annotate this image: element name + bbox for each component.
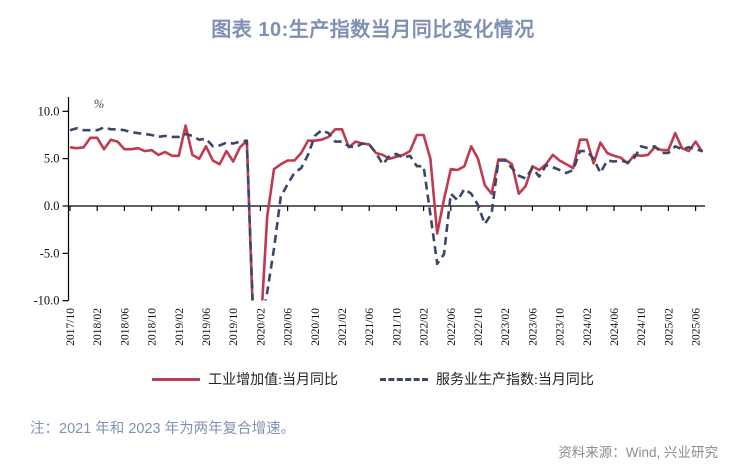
x-axis-tick-label: 2025/06 xyxy=(691,308,703,346)
x-axis-tick-label: 2018/10 xyxy=(147,308,159,346)
x-axis-tick-label: 2018/02 xyxy=(92,308,104,346)
x-axis-tick-label: 2024/06 xyxy=(609,308,621,346)
x-axis-tick-label: 2020/02 xyxy=(255,308,267,346)
legend-services-label: 服务业生产指数:当月同比 xyxy=(436,373,594,388)
services-line-swatch xyxy=(380,377,428,381)
industrial-line-swatch xyxy=(152,377,201,381)
chart-title: 图表 10:生产指数当月同比变化情况 xyxy=(211,19,535,41)
y-axis-unit-label: % xyxy=(94,97,104,111)
x-axis-tick-label: 2022/10 xyxy=(473,308,485,346)
footnote: 注：2021 年和 2023 年为两年复合增速。 xyxy=(30,421,296,437)
legend-item-services: 服务业生产指数:当月同比 xyxy=(380,369,594,389)
y-axis-tick-label: 10.0 xyxy=(38,104,60,118)
x-axis-tick-label: 2023/02 xyxy=(500,308,512,346)
source-text: 资料来源：Wind, 兴业研究 xyxy=(558,445,718,460)
x-axis-tick-label: 2018/06 xyxy=(119,308,131,346)
x-axis-tick-label: 2020/10 xyxy=(310,308,322,346)
x-axis-tick-label: 2025/02 xyxy=(663,308,675,346)
legend-industrial-label: 工业增加值:当月同比 xyxy=(208,373,338,388)
x-axis-tick-label: 2020/06 xyxy=(283,308,295,346)
x-axis-tick-label: 2017/10 xyxy=(65,308,77,346)
x-axis-tick-label: 2024/02 xyxy=(582,308,594,346)
x-axis-tick-label: 2023/06 xyxy=(527,308,539,346)
services-production-line xyxy=(69,126,703,301)
x-axis-tick-label: 2019/10 xyxy=(228,308,240,346)
y-axis-tick-label: 5.0 xyxy=(44,152,60,166)
x-axis-tick-label: 2022/02 xyxy=(419,308,431,346)
industrial-value-added-line xyxy=(69,124,704,301)
legend-item-industrial: 工业增加值:当月同比 xyxy=(152,369,338,389)
x-axis-tick-label: 2023/10 xyxy=(555,308,567,346)
x-axis-tick-label: 2021/02 xyxy=(337,308,349,346)
y-axis-tick-label: 0.0 xyxy=(44,199,60,213)
x-axis-tick-label: 2019/06 xyxy=(201,308,213,346)
y-axis-tick-label: -10.0 xyxy=(33,294,59,308)
x-axis-tick-label: 2019/02 xyxy=(174,308,186,346)
x-axis-tick-label: 2021/06 xyxy=(364,308,376,346)
legend: 工业增加值:当月同比 服务业生产指数:当月同比 xyxy=(0,369,746,389)
x-axis-tick-label: 2021/10 xyxy=(391,308,403,346)
x-axis-tick-label: 2024/10 xyxy=(636,308,648,346)
y-axis-tick-label: -5.0 xyxy=(40,246,60,260)
x-axis-tick-label: 2022/06 xyxy=(446,308,458,346)
